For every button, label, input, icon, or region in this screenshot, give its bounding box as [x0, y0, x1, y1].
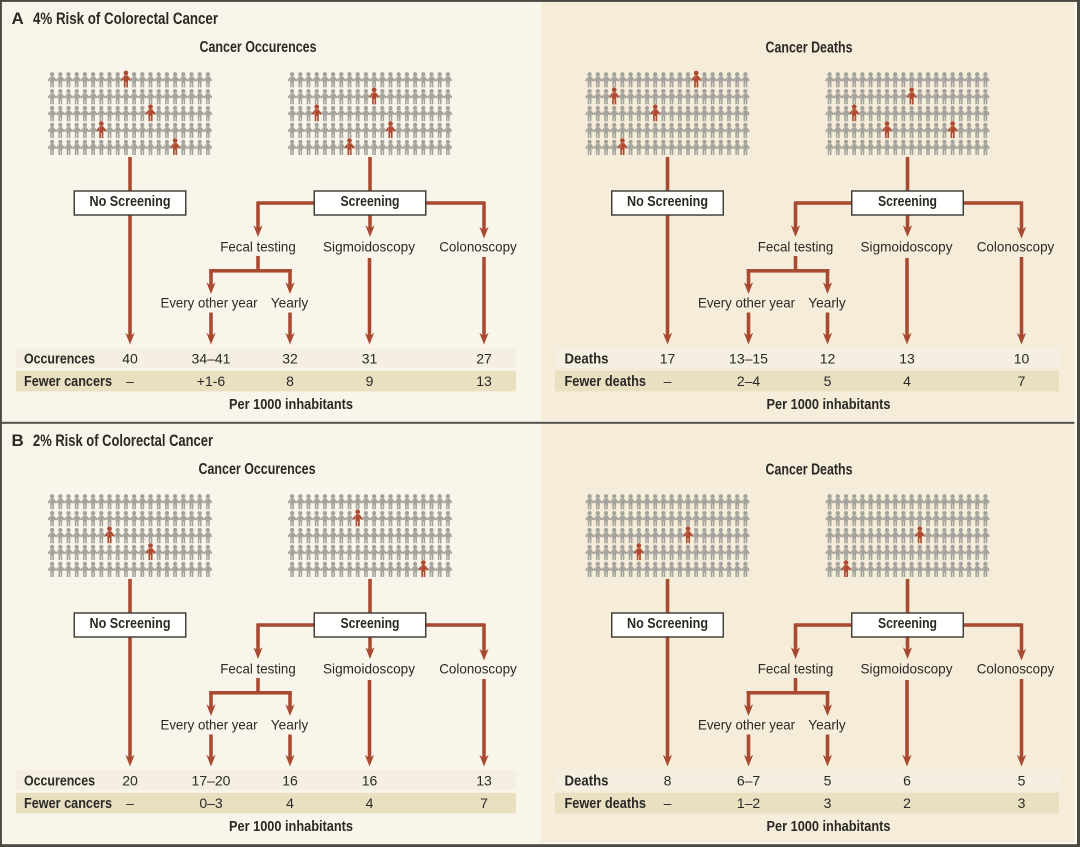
svg-text:B: B: [12, 431, 24, 450]
svg-text:16: 16: [362, 772, 378, 788]
svg-text:Yearly: Yearly: [808, 295, 846, 311]
svg-text:Cancer Occurences: Cancer Occurences: [200, 39, 317, 56]
svg-text:3: 3: [824, 795, 832, 811]
svg-text:No Screening: No Screening: [90, 194, 171, 210]
svg-text:Every other year: Every other year: [698, 295, 795, 311]
svg-text:5: 5: [824, 373, 832, 389]
svg-text:Fecal testing: Fecal testing: [758, 661, 834, 677]
svg-text:3: 3: [1018, 795, 1026, 811]
svg-text:Cancer Occurences: Cancer Occurences: [199, 461, 316, 478]
svg-text:Fewer cancers: Fewer cancers: [24, 796, 112, 812]
svg-text:Fewer deaths: Fewer deaths: [565, 374, 647, 390]
svg-text:Screening: Screening: [878, 616, 937, 632]
svg-text:Cancer Deaths: Cancer Deaths: [766, 40, 853, 57]
svg-text:Per 1000 inhabitants: Per 1000 inhabitants: [767, 819, 891, 835]
svg-text:Screening: Screening: [878, 194, 937, 210]
svg-text:Every other year: Every other year: [161, 295, 258, 311]
svg-text:Per 1000 inhabitants: Per 1000 inhabitants: [229, 397, 353, 413]
svg-text:Sigmoidoscopy: Sigmoidoscopy: [861, 661, 953, 677]
svg-text:6: 6: [903, 772, 911, 788]
svg-text:No Screening: No Screening: [627, 194, 708, 210]
svg-text:Every other year: Every other year: [698, 717, 795, 733]
svg-text:Per 1000 inhabitants: Per 1000 inhabitants: [229, 819, 353, 835]
svg-text:Screening: Screening: [341, 194, 400, 210]
svg-text:12: 12: [820, 350, 836, 366]
svg-text:Deaths: Deaths: [565, 773, 609, 789]
svg-text:–: –: [126, 795, 134, 811]
svg-text:13: 13: [476, 373, 492, 389]
svg-text:4: 4: [366, 795, 374, 811]
svg-text:Sigmoidoscopy: Sigmoidoscopy: [323, 661, 415, 677]
svg-text:13: 13: [899, 350, 915, 366]
svg-text:–: –: [664, 795, 672, 811]
svg-text:13: 13: [476, 772, 492, 788]
svg-text:Screening: Screening: [341, 616, 400, 632]
svg-text:16: 16: [282, 772, 298, 788]
svg-text:Fewer deaths: Fewer deaths: [565, 796, 647, 812]
svg-text:4% Risk of Colorectal Cancer: 4% Risk of Colorectal Cancer: [33, 10, 218, 28]
svg-text:7: 7: [1018, 373, 1026, 389]
svg-text:8: 8: [664, 772, 672, 788]
svg-text:34–41: 34–41: [192, 350, 231, 366]
svg-text:+1-6: +1-6: [197, 373, 226, 389]
svg-text:–: –: [664, 373, 672, 389]
svg-text:Every other year: Every other year: [161, 717, 258, 733]
svg-text:6–7: 6–7: [737, 772, 761, 788]
svg-text:31: 31: [362, 350, 378, 366]
svg-text:7: 7: [480, 795, 488, 811]
svg-text:0–3: 0–3: [199, 795, 223, 811]
svg-text:Cancer Deaths: Cancer Deaths: [766, 462, 853, 479]
svg-text:Colonoscopy: Colonoscopy: [977, 661, 1055, 677]
svg-text:8: 8: [286, 373, 294, 389]
svg-text:17: 17: [660, 350, 676, 366]
svg-text:–: –: [126, 373, 134, 389]
svg-text:1–2: 1–2: [737, 795, 761, 811]
svg-text:2% Risk of Colorectal Cancer: 2% Risk of Colorectal Cancer: [33, 432, 213, 450]
svg-text:32: 32: [282, 350, 298, 366]
svg-text:5: 5: [1018, 772, 1026, 788]
svg-text:Colonoscopy: Colonoscopy: [439, 661, 517, 677]
svg-text:No Screening: No Screening: [90, 616, 171, 632]
svg-text:Sigmoidoscopy: Sigmoidoscopy: [861, 239, 953, 255]
svg-text:Colonoscopy: Colonoscopy: [439, 239, 517, 255]
svg-text:Occurences: Occurences: [24, 773, 95, 789]
svg-text:4: 4: [286, 795, 294, 811]
svg-text:No Screening: No Screening: [627, 616, 708, 632]
svg-text:Occurences: Occurences: [24, 351, 95, 367]
svg-text:40: 40: [122, 350, 138, 366]
svg-text:Fecal testing: Fecal testing: [220, 239, 296, 255]
svg-text:Fecal testing: Fecal testing: [220, 661, 296, 677]
svg-text:2–4: 2–4: [737, 373, 761, 389]
svg-text:27: 27: [476, 350, 492, 366]
svg-text:Yearly: Yearly: [271, 295, 309, 311]
svg-text:Yearly: Yearly: [808, 717, 846, 733]
svg-text:17–20: 17–20: [192, 772, 231, 788]
svg-text:Fecal testing: Fecal testing: [758, 239, 834, 255]
svg-text:Sigmoidoscopy: Sigmoidoscopy: [323, 239, 415, 255]
svg-text:10: 10: [1014, 350, 1030, 366]
svg-text:Per 1000 inhabitants: Per 1000 inhabitants: [767, 397, 891, 413]
svg-text:A: A: [12, 9, 24, 28]
svg-text:9: 9: [366, 373, 374, 389]
svg-text:Fewer cancers: Fewer cancers: [24, 374, 112, 390]
svg-text:5: 5: [824, 772, 832, 788]
svg-text:2: 2: [903, 795, 911, 811]
svg-text:Yearly: Yearly: [271, 717, 309, 733]
svg-text:13–15: 13–15: [729, 350, 768, 366]
svg-text:4: 4: [903, 373, 911, 389]
svg-text:20: 20: [122, 772, 138, 788]
svg-text:Deaths: Deaths: [565, 351, 609, 367]
svg-text:Colonoscopy: Colonoscopy: [977, 239, 1055, 255]
